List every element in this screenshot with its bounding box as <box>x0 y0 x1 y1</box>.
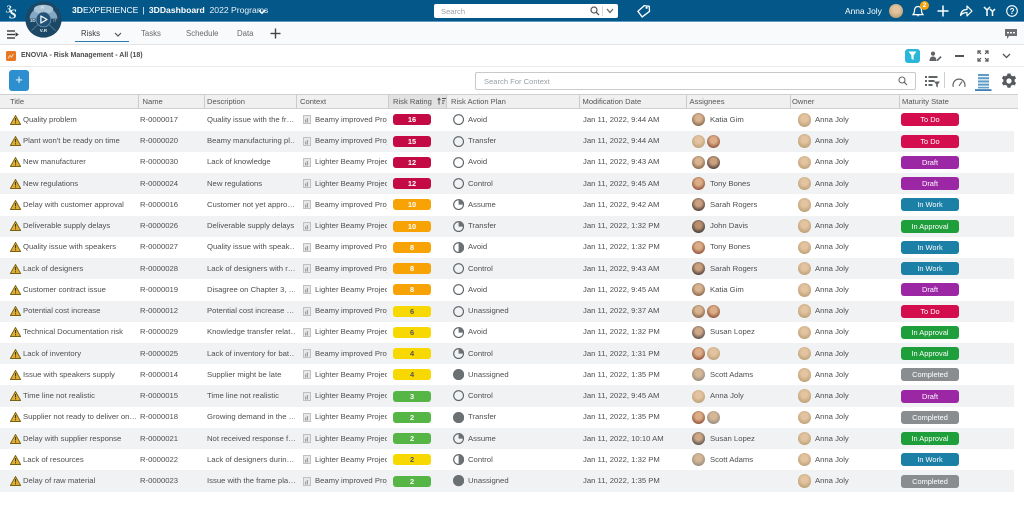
svg-text:V.R: V.R <box>40 27 48 32</box>
svg-text:?: ? <box>1010 7 1015 16</box>
svg-text:i7: i7 <box>53 17 57 22</box>
svg-text:3D: 3D <box>30 17 35 22</box>
svg-text:3: 3 <box>5 4 12 16</box>
svg-text:S: S <box>9 8 17 22</box>
svg-text:Fi: Fi <box>41 4 45 9</box>
